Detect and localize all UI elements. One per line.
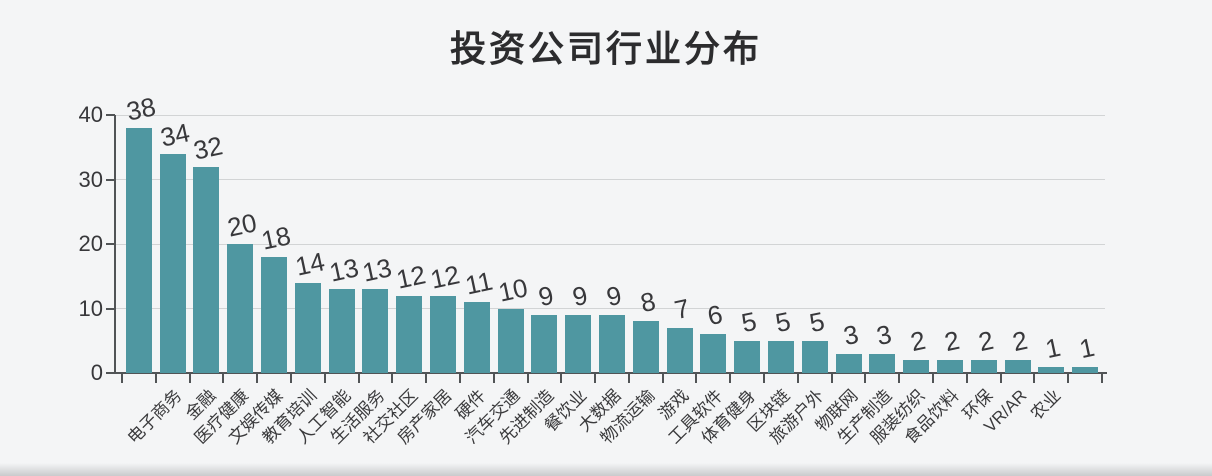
category-label: 农业	[1026, 386, 1064, 424]
y-axis-line	[114, 115, 116, 373]
x-axis-tick	[594, 374, 597, 383]
x-axis-tick	[729, 374, 732, 383]
x-axis-tick	[661, 374, 664, 383]
y-gridline	[115, 179, 1105, 180]
y-tick-label: 30	[78, 166, 103, 192]
bar	[362, 289, 389, 373]
chart-title: 投资公司行业分布	[449, 28, 762, 69]
y-gridline	[115, 243, 1105, 245]
x-axis-tick	[357, 374, 360, 383]
x-axis-tick	[289, 374, 292, 383]
bar	[328, 289, 355, 373]
bar	[869, 353, 896, 373]
x-axis-tick	[391, 374, 394, 383]
bar	[970, 360, 997, 373]
x-axis-tick	[154, 374, 157, 383]
y-gridline	[115, 114, 1105, 116]
x-axis-tick	[1101, 374, 1103, 383]
x-axis-tick	[999, 374, 1002, 383]
x-axis-tick	[526, 374, 529, 383]
bar	[396, 295, 423, 373]
x-axis-tick	[864, 374, 867, 383]
y-axis-tick	[106, 178, 115, 181]
x-axis-tick	[932, 374, 935, 383]
x-axis-tick	[898, 374, 901, 383]
bar	[125, 127, 152, 373]
y-tick-label: 40	[78, 102, 103, 127]
y-tick-label: 0	[90, 360, 103, 385]
bar	[599, 314, 625, 373]
bar	[1004, 360, 1031, 373]
x-axis-tick	[188, 374, 191, 383]
x-axis-line	[113, 372, 1107, 374]
x-axis-tick	[695, 374, 698, 383]
bar	[430, 295, 457, 373]
bar	[159, 153, 186, 373]
x-axis-tick	[560, 374, 563, 383]
screenshot-bottom-edge	[0, 463, 1212, 476]
x-axis-tick	[1033, 374, 1036, 383]
x-axis-tick	[222, 374, 225, 383]
x-axis-tick	[627, 374, 630, 383]
x-axis-tick	[121, 374, 123, 383]
y-axis-tick	[106, 372, 115, 374]
bar	[463, 302, 490, 373]
bar	[903, 360, 930, 373]
bar	[666, 327, 693, 373]
y-axis-tick	[106, 114, 115, 116]
bar	[565, 314, 592, 373]
bar	[734, 340, 761, 373]
x-axis-tick	[763, 374, 766, 383]
bar	[835, 353, 862, 373]
x-axis-tick	[425, 374, 428, 383]
x-axis-tick	[830, 374, 833, 383]
bar	[531, 314, 558, 373]
x-axis-tick	[323, 374, 326, 383]
x-axis-tick	[965, 374, 968, 383]
bar	[1038, 366, 1065, 373]
x-axis-tick	[256, 374, 259, 383]
x-axis-tick	[796, 374, 799, 383]
bar	[632, 321, 659, 373]
x-axis-tick	[492, 374, 495, 383]
bar	[936, 360, 963, 373]
y-gridline	[115, 308, 1105, 309]
bar	[227, 244, 254, 373]
category-label: 电子商务	[123, 386, 186, 448]
bar	[1072, 366, 1099, 373]
x-axis-tick	[1067, 374, 1070, 383]
bar	[700, 334, 727, 373]
bar	[294, 282, 321, 373]
y-tick-label: 10	[78, 295, 103, 321]
bar	[193, 166, 220, 373]
y-axis-tick	[106, 243, 115, 245]
x-axis-tick	[458, 374, 461, 383]
bar	[801, 340, 828, 373]
y-axis-tick	[106, 307, 115, 310]
bar	[261, 256, 288, 373]
bar	[767, 340, 794, 373]
bar	[497, 308, 524, 373]
y-tick-label: 20	[78, 231, 103, 256]
